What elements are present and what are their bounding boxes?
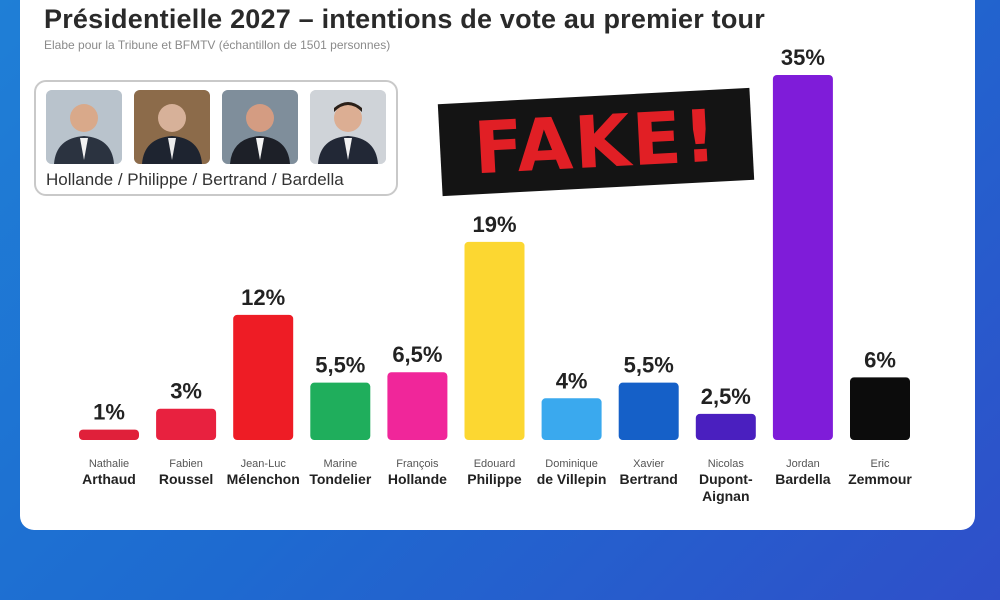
- category-label-1-1: Roussel: [159, 471, 213, 487]
- bar-6: [541, 398, 602, 440]
- bar-value-label-2: 12%: [241, 285, 285, 310]
- bar-value-label-5: 19%: [472, 212, 516, 237]
- bar-value-label-8: 2,5%: [701, 384, 751, 409]
- category-label-10-0: Eric: [871, 458, 890, 470]
- category-label-3-1: Tondelier: [309, 471, 372, 487]
- category-label-0-1: Arthaud: [82, 471, 136, 487]
- category-label-5-0: Edouard: [474, 458, 516, 470]
- bar-1: [156, 408, 217, 440]
- candidate-photo-hollande: [46, 90, 122, 164]
- category-label-6-1: de Villepin: [537, 471, 607, 487]
- category-label-6-0: Dominique: [545, 458, 598, 470]
- bar-2: [233, 314, 294, 440]
- category-label-9-0: Jordan: [786, 458, 820, 470]
- scenario-box: Hollande / Philippe / Bertrand / Bardell…: [34, 80, 398, 196]
- bar-10: [850, 377, 910, 440]
- bar-value-label-9: 35%: [781, 45, 825, 70]
- bar-value-label-4: 6,5%: [392, 342, 442, 367]
- bar-value-label-6: 4%: [556, 368, 588, 393]
- category-label-5-1: Philippe: [467, 471, 522, 487]
- category-label-2-1: Mélenchon: [227, 471, 300, 487]
- bar-0: [79, 429, 139, 440]
- category-label-8-2: Aignan: [702, 488, 749, 504]
- category-label-8-0: Nicolas: [708, 458, 745, 470]
- category-label-3-0: Marine: [323, 458, 357, 470]
- category-label-4-0: François: [396, 458, 439, 470]
- candidate-photo-bardella: [310, 90, 386, 164]
- category-label-10-1: Zemmour: [848, 471, 912, 487]
- bar-value-label-3: 5,5%: [315, 353, 365, 378]
- bar-4: [387, 372, 448, 440]
- category-label-4-1: Hollande: [388, 471, 447, 487]
- category-label-2-0: Jean-Luc: [241, 458, 287, 470]
- bar-9: [772, 75, 833, 440]
- category-label-8-1: Dupont-: [699, 471, 753, 487]
- bar-8: [695, 413, 756, 440]
- bar-value-label-7: 5,5%: [624, 353, 674, 378]
- candidate-photo-bertrand: [222, 90, 298, 164]
- category-label-7-1: Bertrand: [620, 471, 678, 487]
- candidate-photo-philippe: [134, 90, 210, 164]
- category-label-9-1: Bardella: [775, 471, 830, 487]
- category-label-0-0: Nathalie: [89, 458, 129, 470]
- bar-5: [464, 241, 525, 440]
- chart-subtitle: Elabe pour la Tribune et BFMTV (échantil…: [44, 38, 391, 52]
- bar-value-label-10: 6%: [864, 347, 896, 372]
- bar-value-label-1: 3%: [170, 379, 202, 404]
- scenario-caption: Hollande / Philippe / Bertrand / Bardell…: [46, 170, 344, 189]
- category-label-1-0: Fabien: [169, 458, 203, 470]
- category-label-7-0: Xavier: [633, 458, 665, 470]
- bar-7: [618, 382, 679, 440]
- bar-3: [310, 382, 371, 440]
- bar-value-label-0: 1%: [93, 400, 125, 425]
- chart-title: Présidentielle 2027 – intentions de vote…: [44, 4, 765, 34]
